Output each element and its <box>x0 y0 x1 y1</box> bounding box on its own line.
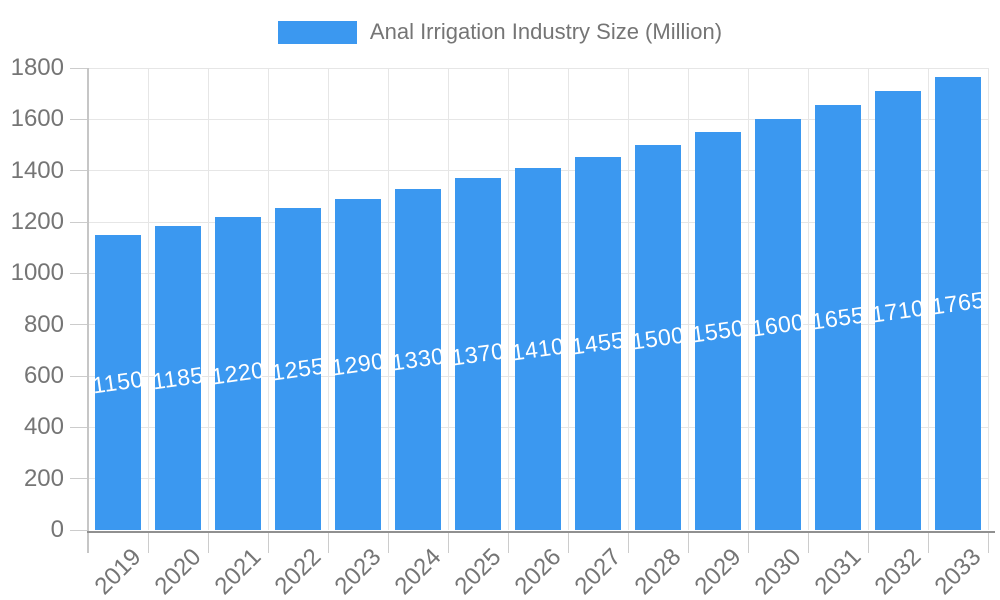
x-tick-1 <box>148 533 149 553</box>
bar-2029[interactable] <box>695 132 741 530</box>
gridline-v-1 <box>148 68 149 530</box>
gridline-v-11 <box>748 68 749 530</box>
legend[interactable]: Anal Irrigation Industry Size (Million) <box>0 19 1000 45</box>
y-tick-label-600: 600 <box>23 362 64 389</box>
x-tick-7 <box>508 533 509 553</box>
x-tick-10 <box>688 533 689 553</box>
gridline-v-8 <box>568 68 569 530</box>
y-tick-1200 <box>70 221 87 223</box>
x-tick-label-2026: 2026 <box>509 543 567 600</box>
x-tick-label-2021: 2021 <box>209 543 267 600</box>
x-tick-label-2030: 2030 <box>749 543 807 600</box>
x-axis-line <box>87 531 995 533</box>
bar-2022[interactable] <box>275 207 321 530</box>
x-tick-label-2028: 2028 <box>629 543 687 600</box>
gridline-h-1600 <box>88 118 988 120</box>
y-tick-label-1400: 1400 <box>10 156 64 184</box>
y-tick-label-0: 0 <box>50 516 64 543</box>
x-tick-label-2027: 2027 <box>569 543 627 600</box>
y-tick-200 <box>70 478 87 480</box>
gridline-v-10 <box>688 68 689 530</box>
x-tick-9 <box>628 533 629 553</box>
legend-label: Anal Irrigation Industry Size (Million) <box>369 19 723 44</box>
y-tick-1400 <box>70 170 87 172</box>
bar-value-2033: 1765 <box>929 286 987 321</box>
y-tick-1000 <box>70 272 87 274</box>
legend-swatch <box>277 20 357 44</box>
bar-2025[interactable] <box>455 178 501 530</box>
y-tick-label-1800: 1800 <box>10 54 64 81</box>
y-tick-800 <box>70 324 87 326</box>
bar-2031[interactable] <box>815 105 861 530</box>
bar-2032[interactable] <box>875 91 921 530</box>
y-axis-line <box>87 68 89 553</box>
x-tick-15 <box>988 533 989 553</box>
x-tick-label-2023: 2023 <box>329 543 387 600</box>
x-tick-label-2029: 2029 <box>689 543 747 600</box>
y-tick-label-800: 800 <box>23 310 64 338</box>
bar-2028[interactable] <box>635 145 681 530</box>
y-tick-1600 <box>70 118 87 120</box>
gridline-v-4 <box>328 68 329 530</box>
gridline-h-1800 <box>88 67 988 69</box>
x-tick-label-2024: 2024 <box>389 543 447 600</box>
y-tick-label-400: 400 <box>23 413 64 441</box>
gridline-v-12 <box>808 68 809 530</box>
gridline-v-6 <box>448 68 449 530</box>
y-tick-0 <box>70 529 87 531</box>
gridline-v-2 <box>208 68 209 530</box>
y-tick-label-1600: 1600 <box>10 105 64 133</box>
bar-2021[interactable] <box>215 216 261 530</box>
x-tick-4 <box>328 533 329 553</box>
x-tick-11 <box>748 533 749 553</box>
gridline-v-5 <box>388 68 389 530</box>
gridline-v-13 <box>868 68 869 530</box>
gridline-v-15 <box>988 68 989 530</box>
bar-2027[interactable] <box>575 156 621 530</box>
gridline-v-7 <box>508 68 509 530</box>
x-tick-6 <box>448 533 449 553</box>
bar-2033[interactable] <box>935 76 981 530</box>
bar-2026[interactable] <box>515 168 561 530</box>
gridline-v-14 <box>928 68 929 530</box>
y-tick-1800 <box>70 67 87 69</box>
y-tick-600 <box>70 375 87 377</box>
x-tick-8 <box>568 533 569 553</box>
bar-2019[interactable] <box>95 234 141 530</box>
x-tick-label-2025: 2025 <box>449 543 507 600</box>
x-tick-2 <box>208 533 209 553</box>
x-tick-label-2032: 2032 <box>869 543 927 600</box>
x-tick-label-2020: 2020 <box>149 543 207 600</box>
x-tick-13 <box>868 533 869 553</box>
y-tick-400 <box>70 426 87 428</box>
x-tick-label-2031: 2031 <box>809 543 867 600</box>
y-tick-label-1200: 1200 <box>10 208 64 235</box>
gridline-v-3 <box>268 68 269 530</box>
bar-2023[interactable] <box>335 198 381 530</box>
y-tick-label-1000: 1000 <box>10 259 64 287</box>
bar-2024[interactable] <box>395 188 441 530</box>
x-tick-label-2033: 2033 <box>929 543 987 600</box>
x-tick-5 <box>388 533 389 553</box>
x-tick-label-2022: 2022 <box>269 543 327 600</box>
bar-2020[interactable] <box>155 225 201 530</box>
x-tick-12 <box>808 533 809 553</box>
gridline-v-9 <box>628 68 629 530</box>
x-tick-3 <box>268 533 269 553</box>
x-tick-14 <box>928 533 929 553</box>
bar-2030[interactable] <box>755 119 801 530</box>
x-tick-label-2019: 2019 <box>89 543 147 600</box>
y-tick-label-200: 200 <box>23 464 64 492</box>
